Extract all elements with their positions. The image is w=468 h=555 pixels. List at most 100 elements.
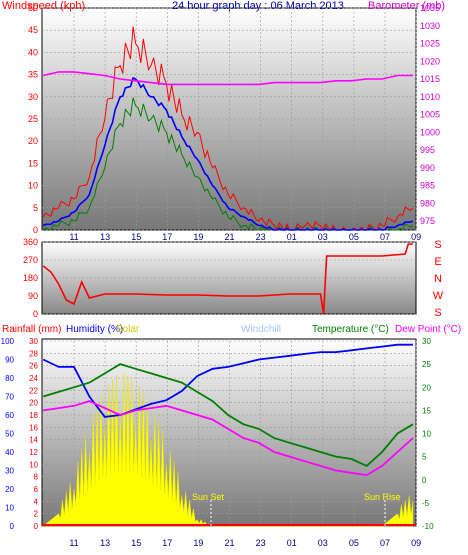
temp-x-tick-label: 01: [287, 538, 297, 548]
temp-x-tick-label: 17: [162, 538, 172, 548]
wind-tick-label: 15: [28, 158, 38, 168]
rain-tick-label: 24: [29, 374, 38, 383]
temp-tick-label: 10: [422, 430, 431, 439]
barometer-line: [43, 71, 413, 86]
baro-tick-label: 1005: [420, 110, 440, 120]
baro-tick-label: 975: [420, 216, 435, 226]
temp-x-tick-label: 13: [100, 538, 110, 548]
wind-x-tick-label: 13: [100, 232, 110, 242]
wind-tick-label: 10: [28, 181, 38, 191]
rain-tick-label: 14: [29, 436, 38, 445]
rain-tick-label: 6: [34, 485, 39, 494]
temp-x-tick-label: 07: [380, 538, 390, 548]
wind-tick-label: 5: [33, 203, 38, 213]
wind-tick-label: 0: [33, 225, 38, 235]
wind-tick-label: 20: [28, 136, 38, 146]
baro-tick-label: 1025: [420, 39, 440, 49]
baro-tick-label: 1030: [420, 21, 440, 31]
humidity-tick-label: 80: [5, 374, 14, 383]
direction-tick-label: 0: [33, 309, 38, 319]
wind-tick-label: 35: [28, 70, 38, 80]
windchill-title: Windchill: [241, 324, 281, 335]
wind-tick-label: 30: [28, 92, 38, 102]
wind-x-tick-label: 11: [69, 232, 78, 242]
temp-x-tick-label: 15: [131, 538, 141, 548]
wind-x-tick-label: 23: [256, 232, 266, 242]
rain-tick-label: 8: [34, 473, 39, 482]
humidity-tick-label: 100: [1, 337, 15, 346]
temp-x-tick-label: 03: [318, 538, 328, 548]
temperature-line: [42, 363, 414, 467]
wind-x-tick-label: 19: [193, 232, 203, 242]
baro-tick-label: 985: [420, 181, 435, 191]
temp-x-tick-label: 09: [411, 538, 421, 548]
wind-tick-label: 40: [28, 47, 38, 57]
humidity-tick-label: 90: [5, 356, 14, 365]
humidity-title: Humidity (%): [66, 324, 123, 335]
temp-tick-label: -10: [422, 522, 434, 531]
wind-x-tick-label: 17: [162, 232, 172, 242]
dewpoint-line: [43, 400, 414, 477]
date-title: 24 hour graph day : 06 March 2013: [172, 0, 344, 12]
solar-title: Solar: [116, 324, 140, 335]
temp-tick-label: 15: [422, 406, 431, 415]
rain-tick-label: 22: [29, 386, 38, 395]
temp-tick-label: -5: [422, 499, 430, 508]
temp-tick-label: 20: [422, 383, 431, 392]
humidity-tick-label: 40: [5, 448, 14, 457]
rain-tick-label: 16: [29, 423, 38, 432]
rain-tick-label: 12: [29, 448, 38, 457]
direction-compass-label: E: [434, 256, 441, 268]
temp-x-tick-label: 05: [349, 538, 359, 548]
rain-tick-label: 28: [29, 349, 38, 358]
humidity-tick-label: 10: [5, 504, 14, 513]
humidity-tick-label: 70: [5, 393, 14, 402]
baro-tick-label: 995: [420, 145, 435, 155]
baro-tick-label: 980: [420, 198, 435, 208]
sunrise-label: Sun Rise: [364, 492, 401, 502]
wind-x-tick-label: 21: [224, 232, 234, 242]
direction-line: [42, 243, 413, 315]
wind-average-line: [42, 76, 414, 231]
temp-tick-label: 25: [422, 360, 431, 369]
wind-tick-label: 25: [28, 114, 38, 124]
direction-compass-label: S: [434, 239, 441, 251]
direction-tick-label: 270: [23, 255, 38, 265]
direction-compass-label: N: [434, 273, 442, 285]
humidity-tick-label: 20: [5, 485, 14, 494]
humidity-line: [42, 343, 413, 418]
baro-tick-label: 1000: [420, 127, 440, 137]
baro-title: Barometer (mb): [368, 0, 445, 12]
rain-tick-label: 2: [34, 510, 39, 519]
rain-tick-label: 30: [29, 337, 38, 346]
direction-tick-label: 90: [28, 291, 38, 301]
baro-tick-label: 1015: [420, 74, 440, 84]
direction-tick-label: 180: [23, 273, 38, 283]
temp-tick-label: 0: [422, 476, 427, 485]
rain-tick-label: 0: [34, 522, 39, 531]
rain-title: Rainfall (mm): [2, 324, 61, 335]
wind-x-tick-label: 03: [318, 232, 328, 242]
humidity-tick-label: 30: [5, 467, 14, 476]
temp-x-tick-label: 11: [69, 538, 78, 548]
direction-panel: [41, 241, 417, 315]
wind-x-tick-label: 05: [349, 232, 359, 242]
wind-x-tick-label: 09: [411, 232, 421, 242]
temp-x-tick-label: 21: [224, 538, 234, 548]
baro-tick-label: 1020: [420, 56, 440, 66]
rain-tick-label: 4: [34, 497, 39, 506]
wind-title: Windspeed (kph): [2, 0, 85, 12]
direction-tick-label: 360: [23, 237, 38, 247]
rain-tick-label: 20: [29, 399, 38, 408]
temp-x-tick-label: 19: [193, 538, 203, 548]
humidity-tick-label: 0: [10, 522, 15, 531]
wind-x-tick-label: 15: [131, 232, 141, 242]
temp-tick-label: 30: [422, 337, 431, 346]
rain-tick-label: 26: [29, 362, 38, 371]
direction-compass-label: S: [434, 307, 441, 319]
humidity-tick-label: 60: [5, 411, 14, 420]
temperature-title: Temperature (°C): [312, 324, 389, 335]
wind-x-tick-label: 07: [380, 232, 390, 242]
